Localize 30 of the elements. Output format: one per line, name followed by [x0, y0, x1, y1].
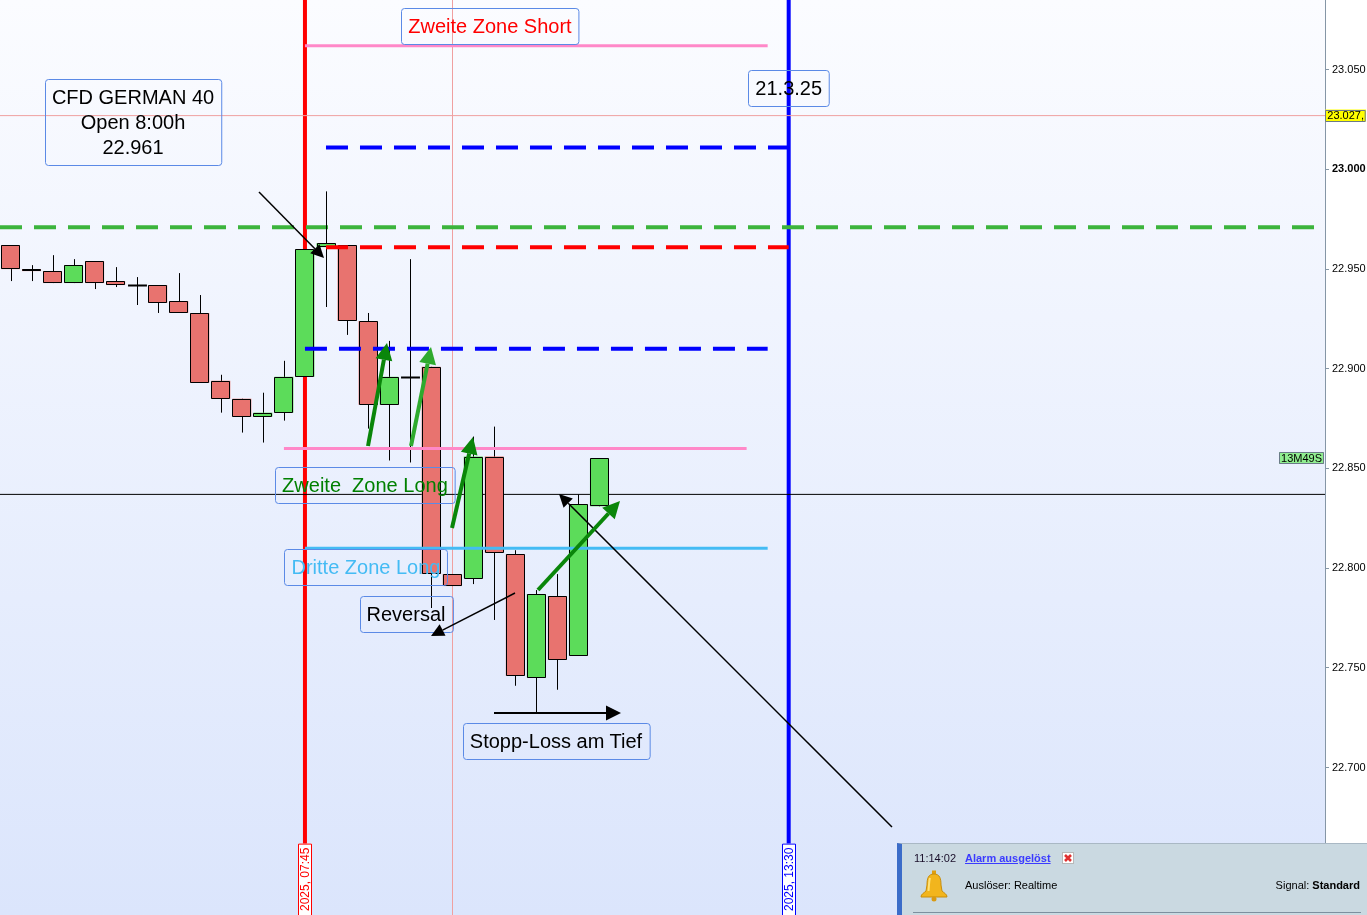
annotation: Auslöser: Realtime [965, 879, 1058, 892]
x-tick-label: 2025, 13:30 [782, 847, 797, 911]
candlestick [43, 254, 63, 284]
candlestick [211, 374, 231, 414]
candlestick [232, 398, 252, 434]
y-tick-label: 22.750 [1332, 660, 1366, 673]
annotation: Stopp-Loss am Tief [469, 730, 643, 753]
candlestick [253, 392, 273, 444]
candlestick [64, 258, 84, 284]
y-tick-label: 22.900 [1332, 361, 1366, 374]
candlestick [85, 260, 105, 290]
candlestick [1, 244, 20, 282]
y-tick-label: 22.700 [1332, 760, 1366, 773]
annotation: 13M49S [1281, 451, 1323, 464]
text: Alarm ausgelöst [965, 852, 1051, 865]
annotation: Signal: Standard [1275, 879, 1360, 892]
y-tick-label: 22.850 [1332, 461, 1366, 474]
y-tick-label: 23.050 [1332, 62, 1366, 75]
annotation: Reversal [366, 603, 446, 626]
y-tick-label: 22.800 [1332, 561, 1366, 574]
y-tick-label: 23.000 [1332, 162, 1366, 175]
annotation: 11:14:02 [914, 852, 957, 865]
ref-line-label: 23.027, [1327, 109, 1364, 122]
x-tick-label: 2025, 07:45 [298, 847, 313, 911]
candlestick [400, 258, 421, 463]
y-tick-label: 22.950 [1332, 262, 1366, 275]
annotation: CFD GERMAN 40 Open 8:00h 22.961 [51, 86, 215, 159]
candlestick [106, 266, 126, 288]
series-label: Zweite Zone Short [408, 15, 573, 38]
candlestick [169, 272, 189, 314]
